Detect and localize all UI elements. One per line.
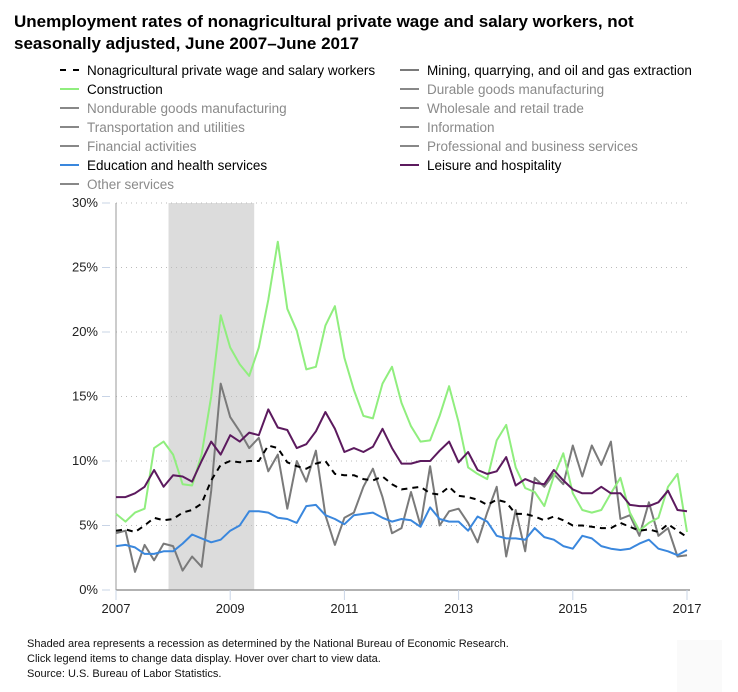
- legend-swatch-icon: [60, 183, 79, 185]
- legend-label: Nonagricultural private wage and salary …: [87, 62, 376, 78]
- legend-item[interactable]: Durable goods manufacturing: [400, 80, 604, 98]
- series-line[interactable]: [115, 503, 688, 557]
- legend-swatch-icon: [400, 126, 419, 128]
- y-tick-label: 25%: [72, 260, 98, 275]
- y-tick-label: 15%: [72, 389, 98, 404]
- legend-item[interactable]: Information: [400, 118, 495, 136]
- x-tick-label: 2009: [216, 601, 245, 616]
- note-recession: Shaded area represents a recession as de…: [27, 638, 509, 650]
- note-instructions: Click legend items to change data displa…: [27, 653, 381, 665]
- legend-swatch-icon: [60, 88, 79, 90]
- series-line[interactable]: [116, 408, 688, 513]
- legend-label: Construction: [87, 81, 163, 97]
- x-tick-label: 2017: [673, 601, 702, 616]
- legend-item[interactable]: Financial activities: [60, 137, 197, 155]
- legend-label: Wholesale and retail trade: [427, 100, 584, 116]
- legend-item[interactable]: Mining, quarrying, and oil and gas extra…: [400, 61, 692, 79]
- corner-panel: [677, 640, 722, 692]
- legend-swatch-icon: [400, 69, 419, 71]
- legend-swatch-icon: [400, 145, 419, 147]
- x-tick-label: 2011: [330, 601, 358, 616]
- legend-item[interactable]: Professional and business services: [400, 137, 638, 155]
- chart-title: Unemployment rates of nonagricultural pr…: [14, 12, 634, 53]
- x-tick-label: 2015: [558, 601, 587, 616]
- legend-label: Transportation and utilities: [87, 119, 245, 135]
- legend-label: Financial activities: [87, 138, 197, 154]
- legend-item[interactable]: Construction: [60, 80, 163, 98]
- legend-swatch-icon: [60, 164, 79, 166]
- legend-swatch-icon: [400, 88, 419, 90]
- series-line[interactable]: [115, 444, 688, 538]
- legend-label: Professional and business services: [427, 138, 638, 154]
- legend-item[interactable]: Wholesale and retail trade: [400, 99, 584, 117]
- x-tick-label: 2007: [102, 601, 131, 616]
- legend-item[interactable]: Other services: [60, 175, 174, 193]
- legend-label: Nondurable goods manufacturing: [87, 100, 287, 116]
- legend-swatch-icon: [60, 107, 79, 109]
- legend-label: Leisure and hospitality: [427, 157, 562, 173]
- legend-label: Mining, quarrying, and oil and gas extra…: [427, 62, 692, 78]
- y-tick-label: 20%: [72, 324, 98, 339]
- legend-item[interactable]: Nonagricultural private wage and salary …: [60, 61, 375, 79]
- y-tick-label: 30%: [72, 195, 98, 210]
- legend-label: Other services: [87, 176, 175, 192]
- legend-swatch-icon: [60, 145, 79, 147]
- y-tick-label: 10%: [72, 453, 98, 468]
- legend-item[interactable]: Education and health services: [60, 156, 267, 174]
- legend-swatch-icon: [400, 164, 419, 166]
- legend-swatch-icon: [60, 69, 79, 71]
- legend-label: Education and health services: [87, 157, 268, 173]
- x-tick-label: 2013: [444, 601, 473, 616]
- legend-label: Durable goods manufacturing: [427, 81, 605, 97]
- note-source: Source: U.S. Bureau of Labor Statistics.: [27, 668, 222, 680]
- legend-item[interactable]: Nondurable goods manufacturing: [60, 99, 287, 117]
- legend-item[interactable]: Transportation and utilities: [60, 118, 245, 136]
- y-tick-label: 5%: [79, 518, 98, 533]
- series-line[interactable]: [115, 382, 688, 573]
- legend-item[interactable]: Leisure and hospitality: [400, 156, 561, 174]
- series-line[interactable]: [115, 240, 688, 533]
- y-tick-label: 0%: [79, 582, 98, 597]
- legend-swatch-icon: [400, 107, 419, 109]
- legend-swatch-icon: [60, 126, 79, 128]
- legend-label: Information: [427, 119, 495, 135]
